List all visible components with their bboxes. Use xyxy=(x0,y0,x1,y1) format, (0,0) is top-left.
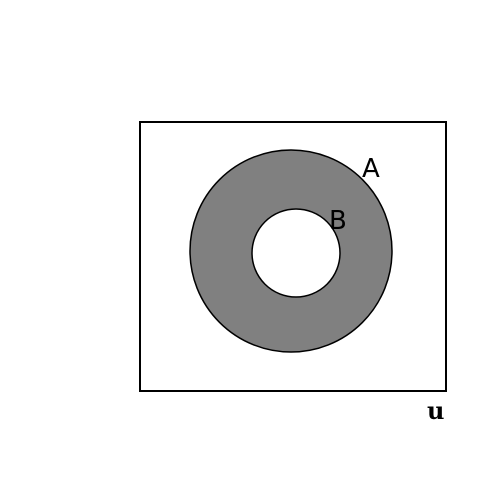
set-a-label: A xyxy=(362,154,380,184)
universe-label: u xyxy=(427,396,444,425)
set-b-label: B xyxy=(329,206,347,236)
set-b-circle xyxy=(251,208,341,298)
